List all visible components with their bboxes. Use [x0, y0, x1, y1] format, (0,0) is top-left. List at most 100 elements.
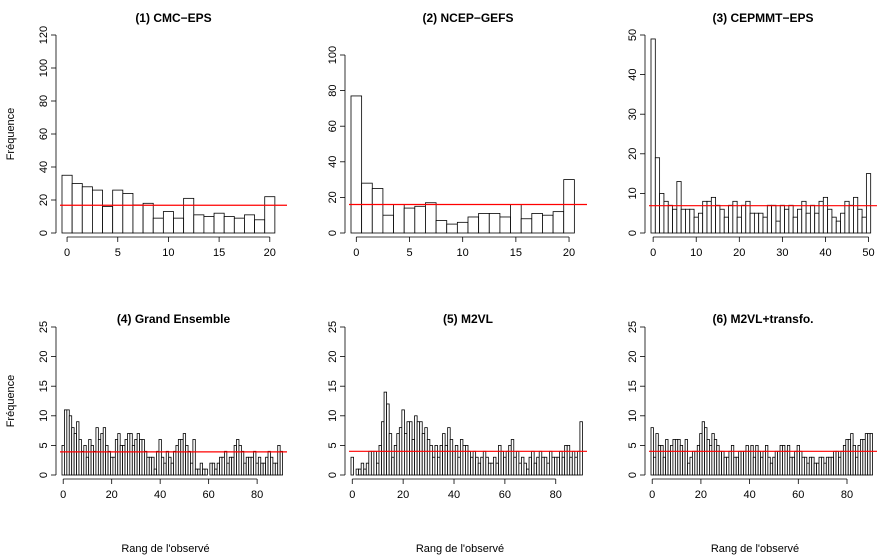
panel-2: (2) NCEP−GEFS 0 5 10 15 20 0 20 40 60 80 100: [327, 11, 587, 259]
histogram-bar: [279, 450, 283, 476]
y-tick-label: 25: [627, 321, 639, 333]
histogram-bar: [393, 204, 405, 234]
y-tick-label: 0: [38, 230, 50, 236]
histogram-bar: [797, 208, 803, 234]
x-tick-label: 0: [353, 247, 359, 259]
histogram-bar: [112, 189, 124, 234]
histogram-bar: [478, 213, 490, 234]
histogram-bar: [684, 439, 688, 476]
histogram-bar: [563, 179, 575, 234]
histogram-bar: [192, 439, 196, 476]
histogram-bar: [758, 212, 764, 234]
x-tick-label: 20: [397, 489, 409, 501]
y-tick-label: 0: [38, 472, 50, 478]
histogram-bar: [753, 212, 760, 234]
histogram-bar: [382, 214, 394, 234]
histogram-bar: [736, 216, 742, 234]
histogram-bar: [853, 196, 859, 234]
histogram-bar: [213, 212, 225, 234]
histogram-bar: [102, 206, 114, 234]
histogram-bar: [223, 216, 235, 234]
histogram-bar: [204, 468, 208, 476]
y-tick-label: 20: [327, 350, 339, 362]
y-tick-label: 40: [38, 161, 50, 173]
panel-title: (4) Grand Ensemble: [117, 312, 231, 326]
y-tick-label: 10: [38, 410, 50, 422]
histogram-bar: [488, 213, 501, 234]
x-tick-label: 40: [743, 489, 755, 501]
histogram-bar: [715, 204, 721, 234]
x-tick-label: 20: [106, 489, 118, 501]
y-tick-label: 5: [627, 442, 639, 448]
histogram-bar: [689, 208, 695, 234]
histogram-bar: [510, 204, 522, 234]
x-tick-label: 40: [819, 247, 831, 259]
panel-3: (3) CEPMMT−EPS 0 10 20 30 40 50 0 10 20 30 40 50: [627, 11, 877, 259]
y-tick-label: 40: [327, 156, 339, 168]
histogram-bar: [254, 219, 266, 234]
x-tick-label: 20: [733, 247, 745, 259]
y-tick-label: 5: [327, 442, 339, 448]
panel-6: (6) M2VL+transfo. 0 20 40 60 80 0 5 10 15 20 25 Rang…: [627, 312, 877, 555]
panel-4: (4) Grand Ensemble 0 20 40 60 80 0 5 10 15 20 25 Fré…: [5, 312, 287, 555]
histogram-bar: [520, 218, 533, 234]
histogram-bar: [719, 208, 725, 234]
y-tick-label: 20: [38, 350, 50, 362]
y-tick-label: 10: [627, 187, 639, 199]
y-tick-label: 15: [327, 380, 339, 392]
histogram-bar: [771, 204, 777, 234]
histogram-bar: [264, 196, 276, 234]
x-tick-label: 20: [264, 247, 276, 259]
histogram-bar: [183, 197, 195, 234]
histogram-bar: [193, 214, 205, 234]
x-tick-label: 60: [203, 489, 215, 501]
x-tick-label: 60: [499, 489, 511, 501]
x-tick-label: 10: [162, 247, 174, 259]
histogram-bar: [766, 204, 773, 234]
y-tick-label: 0: [327, 472, 339, 478]
histogram-bar: [542, 214, 554, 234]
histogram-bar: [142, 202, 154, 234]
histogram-bar: [579, 421, 583, 476]
x-tick-label: 0: [650, 247, 656, 259]
x-tick-label: 80: [841, 489, 853, 501]
histogram-bar: [403, 207, 416, 234]
histogram-bar: [779, 204, 785, 234]
panel-title: (2) NCEP−GEFS: [422, 11, 513, 25]
histogram-bar: [173, 217, 185, 234]
histogram-bar: [697, 212, 704, 234]
x-tick-label: 5: [406, 247, 412, 259]
y-tick-label: 25: [38, 321, 50, 333]
histogram-bar: [467, 216, 480, 234]
histogram-bar: [371, 188, 384, 234]
panel-title: (1) CMC−EPS: [135, 11, 211, 25]
x-tick-label: 5: [115, 247, 121, 259]
y-tick-label: 100: [327, 46, 339, 64]
y-tick-label: 0: [327, 230, 339, 236]
histogram-bar: [654, 157, 661, 234]
y-axis-label: Fréquence: [5, 108, 17, 161]
x-tick-label: 0: [349, 489, 355, 501]
x-tick-label: 80: [550, 489, 562, 501]
x-tick-label: 50: [862, 247, 874, 259]
x-tick-label: 40: [448, 489, 460, 501]
histogram-bar: [749, 212, 755, 234]
y-tick-label: 120: [38, 26, 50, 44]
histogram-bar: [92, 189, 103, 234]
y-tick-label: 20: [627, 148, 639, 160]
y-tick-label: 15: [38, 380, 50, 392]
histogram-bar: [650, 38, 656, 234]
y-tick-label: 40: [627, 68, 639, 80]
x-tick-label: 20: [695, 489, 707, 501]
y-axis-label: Fréquence: [5, 375, 17, 428]
y-tick-label: 15: [627, 380, 639, 392]
x-tick-label: 60: [792, 489, 804, 501]
histogram-bar: [667, 204, 673, 234]
histogram-bar: [350, 456, 354, 476]
histogram-bar: [414, 205, 426, 234]
y-tick-label: 20: [627, 350, 639, 362]
histogram-bar: [822, 196, 829, 234]
histogram-bar: [861, 216, 867, 234]
x-tick-label: 0: [60, 489, 66, 501]
